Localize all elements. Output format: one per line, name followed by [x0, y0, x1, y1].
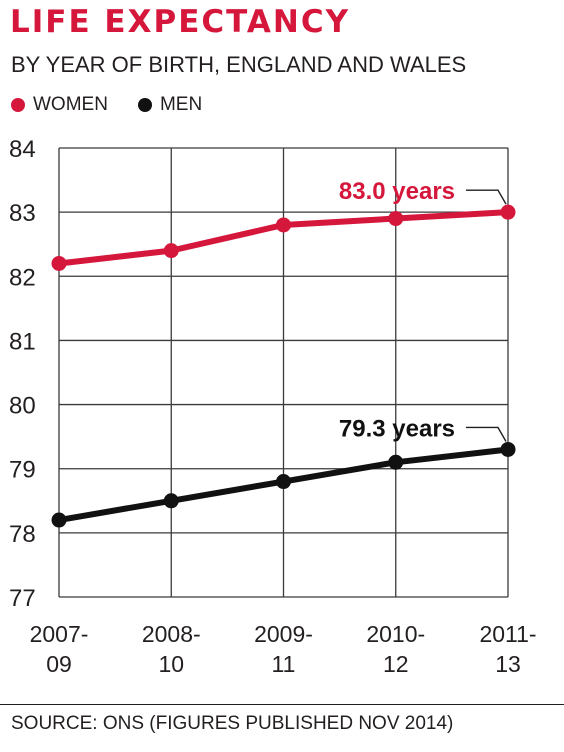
- y-tick-label: 79: [9, 457, 36, 484]
- x-tick-label: 2009-11: [254, 621, 313, 677]
- legend-marker-men: [137, 98, 152, 112]
- data-point-women: [51, 255, 67, 271]
- legend-item-men: MEN: [137, 94, 203, 116]
- data-point-women: [276, 217, 291, 233]
- annotation-label-men: 79.3 years: [339, 415, 455, 442]
- legend-label-men: MEN: [159, 94, 203, 115]
- legend-item-women: WOMEN: [11, 94, 108, 116]
- annotation-leader-men: [466, 426, 507, 442]
- legend-label-women: WOMEN: [33, 94, 108, 115]
- y-tick-label: 80: [9, 393, 36, 420]
- source-note: SOURCE: ONS (FIGURES PUBLISHED NOV 2014): [11, 713, 454, 734]
- y-tick-label: 84: [9, 136, 36, 163]
- data-point-men: [276, 474, 291, 490]
- x-tick-label: 2007-09: [30, 621, 89, 677]
- line-chart: 77 78 79 80 81 82 83 84 2007-09 2008-10 2009-11 201…: [9, 136, 537, 677]
- y-tick-label: 83: [9, 200, 36, 227]
- annotation-leader-women: [466, 189, 507, 205]
- x-tick-label: 2008-10: [142, 621, 201, 677]
- chart-title: LIFE EXPECTANCY: [10, 4, 351, 40]
- y-tick-label: 78: [9, 521, 36, 548]
- y-tick-label: 82: [9, 264, 36, 291]
- data-point-men: [500, 441, 516, 457]
- y-tick-label: 77: [9, 585, 36, 612]
- y-tick-label: 81: [9, 328, 36, 355]
- legend: WOMEN MEN: [11, 94, 232, 116]
- data-point-women: [388, 211, 404, 227]
- x-tick-label: 2010-12: [366, 621, 425, 677]
- data-point-women: [163, 243, 179, 259]
- annotation-label-women: 83.0 years: [339, 178, 455, 205]
- data-point-men: [163, 493, 179, 509]
- legend-marker-women: [11, 98, 25, 112]
- data-point-women: [500, 204, 516, 220]
- data-point-men: [388, 454, 404, 470]
- data-point-men: [51, 512, 67, 528]
- source-divider: [0, 704, 564, 705]
- x-tick-label: 2011-13: [479, 621, 536, 677]
- chart-subtitle: BY YEAR OF BIRTH, ENGLAND AND WALES: [11, 52, 467, 77]
